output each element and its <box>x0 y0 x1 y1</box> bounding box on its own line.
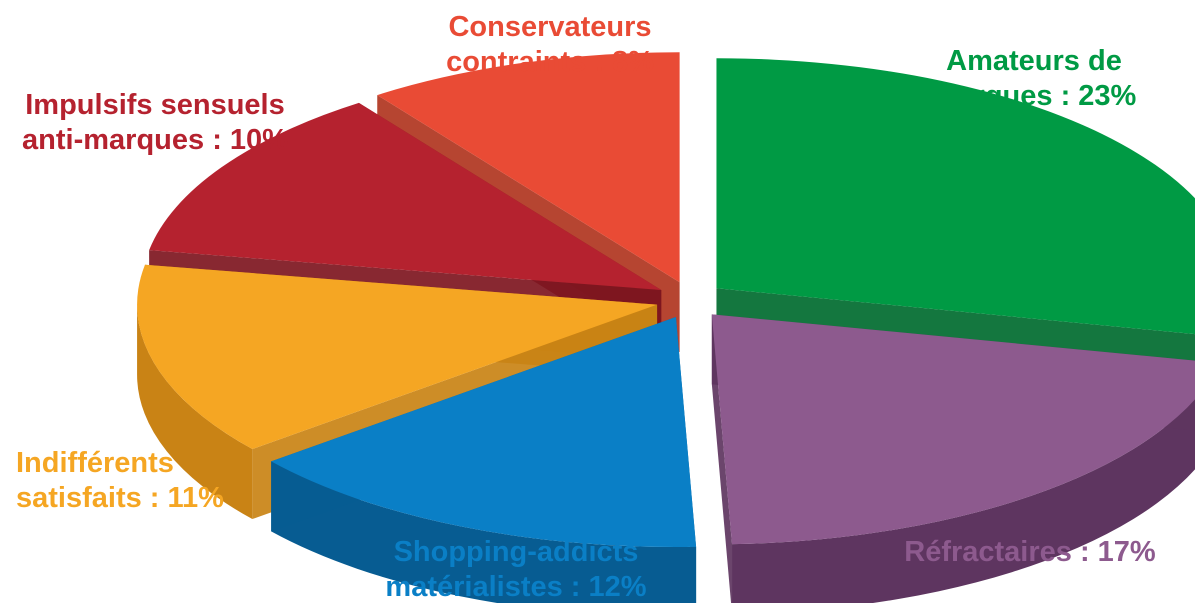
label-conservateurs-contraints: Conservateurs contraints : 8% <box>412 10 688 80</box>
pie-slice-side-2 <box>271 461 697 603</box>
pie-slice-top-2 <box>271 317 697 548</box>
pie-slice-2 <box>271 317 697 603</box>
label-indifferents-line1: Indifférents <box>16 447 174 479</box>
pie-slice-side-1 <box>732 399 1195 603</box>
label-amateurs-line1: Amateurs de <box>946 45 1122 77</box>
label-amateurs-de-marques: Amateurs de marques : 23% <box>908 44 1160 114</box>
pie-slice-side-3 <box>137 304 253 520</box>
label-conservateurs-line2: contraints : 8% <box>446 46 654 78</box>
label-impulsifs-line2: anti-marques : 10% <box>22 124 288 156</box>
label-indifferents-line2: satisfaits : 11% <box>16 482 224 514</box>
pie-slice-cut-1-1 <box>711 314 733 603</box>
label-shopping-addicts: Shopping-addicts matérialistes : 12% <box>360 535 672 605</box>
label-refractaires-line1: Réfractaires : 17% <box>904 536 1156 568</box>
label-impulsifs-sensuels: Impulsifs sensuels anti-marques : 10% <box>2 88 308 158</box>
pie-slice-top-0 <box>716 58 1195 335</box>
label-refractaires: Réfractaires : 17% <box>880 535 1180 570</box>
pie-slice-top-3 <box>137 264 658 450</box>
label-conservateurs-line1: Conservateurs <box>448 11 652 43</box>
pie-slice-top-5 <box>377 52 680 283</box>
label-impulsifs-line1: Impulsifs sensuels <box>25 89 285 121</box>
pie-slice-top-4 <box>149 102 662 291</box>
pie-slice-top-1 <box>711 314 1195 545</box>
label-shopping-line2: matérialistes : 12% <box>385 571 647 603</box>
label-shopping-line1: Shopping-addicts <box>393 536 639 568</box>
label-amateurs-line2: marques : 23% <box>931 80 1137 112</box>
label-indifferents-satisfaits: Indifférents satisfaits : 11% <box>16 446 276 516</box>
pie-slice-1 <box>711 314 1195 603</box>
